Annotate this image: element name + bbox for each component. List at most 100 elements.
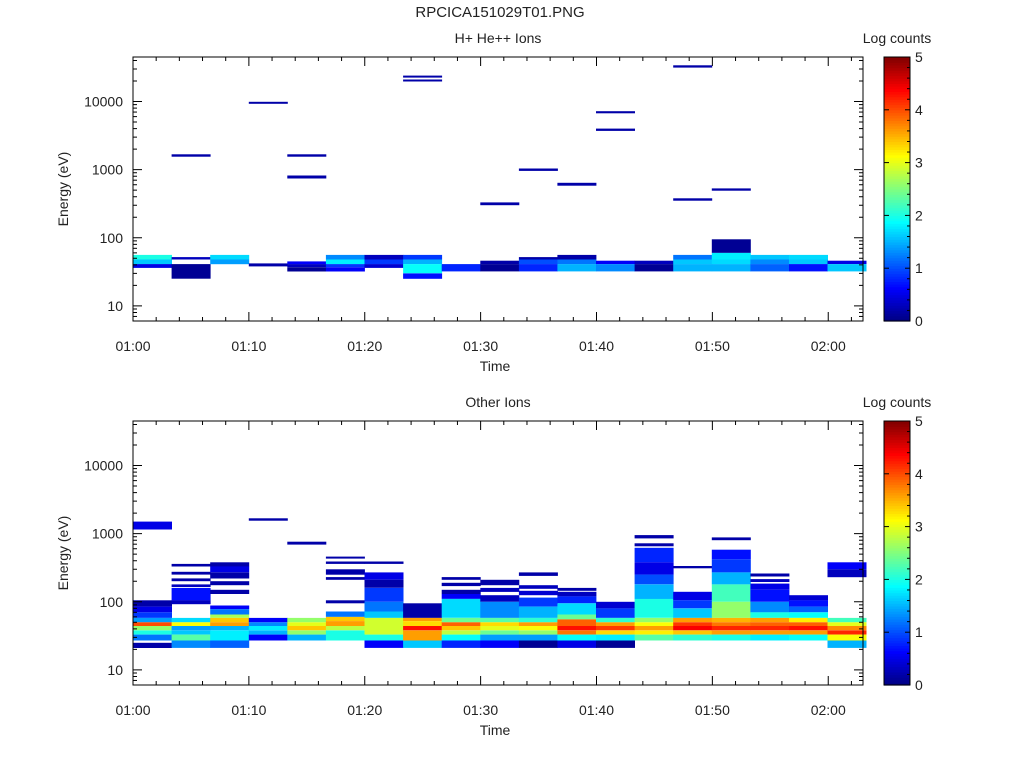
heatmap-cell [210, 626, 250, 631]
heatmap-cell [171, 257, 211, 260]
colorbar-segment [884, 600, 910, 604]
colorbar-segment [884, 125, 910, 129]
heatmap-cell [210, 589, 250, 594]
heatmap-cell [171, 563, 211, 567]
colorbar-tick-label: 5 [915, 49, 923, 65]
heatmap-cell [634, 260, 674, 265]
heatmap-cell [480, 640, 520, 648]
heatmap-cell [596, 128, 635, 131]
heatmap-cell [596, 630, 635, 635]
colorbar-segment [884, 658, 910, 662]
colorbar-segment [884, 621, 910, 625]
y-tick-label: 1000 [92, 162, 123, 178]
colorbar-segment [884, 144, 910, 148]
heatmap-cell [403, 621, 443, 626]
colorbar-segment [884, 502, 910, 507]
heatmap-cell [711, 559, 751, 573]
colorbar-segment [884, 611, 910, 615]
heatmap-cell [364, 254, 404, 260]
heatmap-cell [171, 584, 211, 587]
colorbar-segment [884, 634, 910, 639]
y-tick-label: 10 [107, 298, 123, 314]
heatmap-cell [325, 621, 365, 626]
colorbar-segment [884, 576, 910, 580]
heatmap-cell [210, 622, 250, 627]
colorbar-segment [884, 571, 910, 575]
colorbar-segment [884, 257, 910, 261]
colorbar-segment [884, 260, 910, 264]
colorbar-tick-label: 4 [915, 466, 923, 482]
colorbar-segment [884, 465, 910, 470]
heatmap-cell [557, 254, 597, 260]
plot-frame [132, 420, 864, 686]
colorbar-segment [884, 484, 910, 488]
heatmap-cell [673, 600, 713, 609]
heatmap-cell [634, 574, 674, 585]
y-tick-label: 1000 [92, 526, 123, 542]
heatmap-cell [287, 630, 327, 635]
colorbar-segment [884, 231, 910, 235]
colorbar-segment [884, 268, 910, 272]
colorbar-segment [884, 648, 910, 652]
heatmap-cell [789, 254, 828, 260]
colorbar-segment [884, 252, 910, 256]
colorbar-segment [884, 677, 910, 681]
colorbar-segment [884, 210, 910, 214]
heatmap-cell [210, 640, 250, 648]
heatmap-cell [325, 561, 365, 564]
colorbar-segment [884, 421, 910, 425]
colorbar-segment [884, 457, 910, 462]
colorbar-segment [884, 215, 910, 219]
heatmap-cell [364, 601, 404, 612]
heatmap-cell [325, 254, 365, 260]
colorbar-segment [884, 138, 910, 143]
colorbar-segment [884, 579, 910, 583]
colorbar-segment [884, 553, 910, 557]
heatmap-cell [596, 111, 635, 114]
colorbar-segment [884, 529, 910, 533]
heatmap-cell [789, 600, 828, 607]
x-tick-label: 01:20 [347, 702, 382, 718]
heatmap-cell [441, 264, 481, 272]
colorbar-segment [884, 558, 910, 562]
colorbar-segment [884, 120, 910, 124]
heatmap-cell [827, 264, 867, 272]
colorbar-segment [884, 157, 910, 161]
heatmap-cell [750, 589, 790, 602]
colorbar-segment [884, 162, 910, 166]
colorbar-segment [884, 560, 910, 565]
heatmap-cell [673, 259, 713, 265]
heatmap-cell [557, 596, 597, 604]
colorbar-segment [884, 284, 910, 288]
colorbar-segment [884, 463, 910, 467]
colorbar-segment [884, 152, 910, 156]
colorbar-segment [884, 255, 910, 259]
colorbar-segment [884, 99, 910, 103]
heatmap-cell [711, 264, 751, 272]
colorbar-segment [884, 281, 910, 285]
heatmap-cell [750, 573, 790, 577]
heatmap-cell [750, 622, 790, 627]
chart-panel-2: 01:00 01:10 01:20 01:30 01:40 01:50 02:0010100… [55, 394, 931, 738]
colorbar-segment [884, 75, 910, 79]
colorbar-segment [884, 584, 910, 588]
heatmap-cell [210, 605, 250, 610]
heatmap-cell [171, 622, 211, 627]
colorbar-segment [884, 460, 910, 464]
x-tick-label: 01:00 [115, 338, 150, 354]
heatmap-cell [711, 537, 751, 541]
heatmap-cell [480, 202, 520, 206]
heatmap-cell [364, 587, 404, 602]
colorbar-segment [884, 489, 910, 493]
colorbar-tick-label: 0 [915, 313, 923, 329]
heatmap-cell [557, 591, 597, 597]
colorbar-segment [884, 244, 910, 248]
y-tick-label: 10000 [84, 458, 123, 474]
heatmap-cell [480, 579, 520, 586]
colorbar-segment [884, 159, 910, 164]
x-tick-label: 01:20 [347, 338, 382, 354]
heatmap-cell [133, 264, 172, 268]
heatmap-cell [711, 549, 751, 560]
colorbar-segment [884, 165, 910, 169]
colorbar: 0 1 2 3 4 5 Log counts [863, 30, 932, 329]
